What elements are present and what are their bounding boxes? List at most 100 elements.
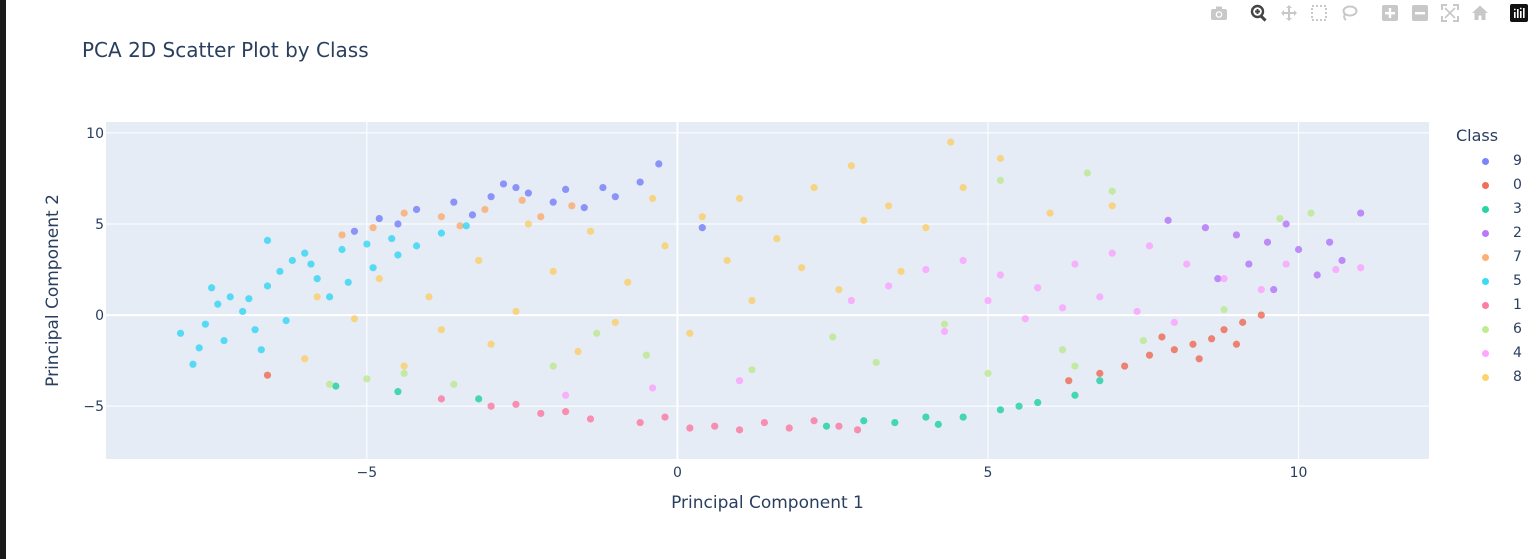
data-point <box>1071 362 1079 370</box>
data-point <box>338 231 346 239</box>
data-point <box>1071 260 1079 268</box>
box-select-icon[interactable] <box>1308 2 1330 24</box>
data-point <box>176 329 185 337</box>
data-point <box>512 400 520 408</box>
data-point <box>1058 304 1067 312</box>
data-point <box>711 422 719 430</box>
data-point <box>611 318 619 326</box>
legend-item-class-1[interactable]: 1 <box>1456 293 1536 317</box>
legend: Class 9 0 3 2 7 5 1 6 4 8 <box>1456 126 1536 389</box>
data-point <box>1170 346 1178 354</box>
data-point <box>350 227 359 235</box>
legend-item-class-5[interactable]: 5 <box>1456 269 1536 293</box>
legend-label: 4 <box>1513 345 1522 361</box>
legend-item-class-2[interactable]: 2 <box>1456 221 1536 245</box>
data-point <box>226 293 234 301</box>
data-point <box>853 426 862 434</box>
data-point <box>394 388 402 396</box>
data-point <box>1326 238 1334 246</box>
data-point <box>400 362 408 370</box>
camera-icon[interactable] <box>1208 2 1230 24</box>
data-point <box>648 384 657 392</box>
data-point <box>723 256 731 265</box>
data-point <box>611 193 619 201</box>
data-point <box>655 160 663 168</box>
chart-title: PCA 2D Scatter Plot by Class <box>82 38 369 62</box>
legend-item-class-8[interactable]: 8 <box>1456 365 1536 389</box>
data-point <box>468 211 477 219</box>
zoom-icon[interactable] <box>1248 2 1270 24</box>
legend-marker <box>1482 205 1489 213</box>
series-0 <box>263 311 1265 385</box>
legend-item-class-6[interactable]: 6 <box>1456 317 1536 341</box>
data-point <box>326 293 334 301</box>
zoom-out-icon[interactable] <box>1409 2 1431 24</box>
y-tick-label: 10 <box>86 126 104 142</box>
data-point <box>1357 264 1365 272</box>
data-point <box>1220 306 1228 314</box>
data-point <box>885 202 893 210</box>
data-point <box>636 418 644 427</box>
legend-item-class-9[interactable]: 9 <box>1456 149 1536 173</box>
legend-label: 3 <box>1513 201 1522 217</box>
data-point <box>593 329 601 337</box>
legend-marker <box>1482 373 1489 381</box>
data-point <box>251 326 259 334</box>
legend-items: 9 0 3 2 7 5 1 6 4 8 <box>1456 149 1536 389</box>
data-point <box>524 189 532 197</box>
data-point <box>1257 311 1265 319</box>
data-point <box>518 196 526 204</box>
data-point <box>1021 315 1029 323</box>
data-point <box>263 282 272 290</box>
data-point <box>1164 216 1172 224</box>
legend-marker <box>1482 325 1489 333</box>
autoscale-icon[interactable] <box>1439 2 1461 24</box>
lasso-select-icon[interactable] <box>1338 2 1360 24</box>
data-point <box>1220 275 1228 283</box>
data-point <box>1282 220 1290 228</box>
legend-title: Class <box>1456 126 1499 145</box>
data-point <box>1046 209 1054 217</box>
data-point <box>959 256 967 265</box>
data-point <box>1214 275 1222 283</box>
data-point <box>1195 355 1203 363</box>
data-point <box>537 213 545 221</box>
data-point <box>1257 285 1265 294</box>
plotly-logo-icon[interactable] <box>1508 2 1530 24</box>
data-point <box>1282 260 1290 268</box>
pan-icon[interactable] <box>1278 2 1300 24</box>
data-point <box>798 264 806 272</box>
data-point <box>599 183 607 192</box>
data-point <box>773 234 781 243</box>
plot-area[interactable] <box>106 122 1429 459</box>
data-point <box>562 391 570 399</box>
data-point <box>537 409 545 418</box>
y-tick-label: 0 <box>95 308 104 324</box>
data-point <box>1108 187 1116 195</box>
data-point <box>940 320 949 328</box>
data-point <box>661 242 669 250</box>
data-point <box>1239 318 1247 326</box>
zoom-in-icon[interactable] <box>1379 2 1401 24</box>
data-point <box>1332 265 1340 274</box>
data-point <box>263 371 272 379</box>
legend-item-class-3[interactable]: 3 <box>1456 197 1536 221</box>
data-point <box>288 256 296 265</box>
data-point <box>984 369 992 377</box>
data-point <box>307 260 315 268</box>
data-point <box>1307 209 1315 217</box>
x-tick-label: 0 <box>673 465 682 481</box>
legend-label: 1 <box>1513 297 1522 313</box>
data-point <box>549 267 557 275</box>
data-point <box>282 316 290 325</box>
legend-item-class-4[interactable]: 4 <box>1456 341 1536 365</box>
reset-axes-icon[interactable] <box>1469 2 1491 24</box>
legend-item-class-7[interactable]: 7 <box>1456 245 1536 269</box>
legend-item-class-0[interactable]: 0 <box>1456 173 1536 197</box>
data-point <box>475 395 483 403</box>
data-point <box>1270 285 1278 294</box>
series-7 <box>338 196 576 239</box>
data-point <box>648 194 657 203</box>
data-point <box>456 222 464 230</box>
